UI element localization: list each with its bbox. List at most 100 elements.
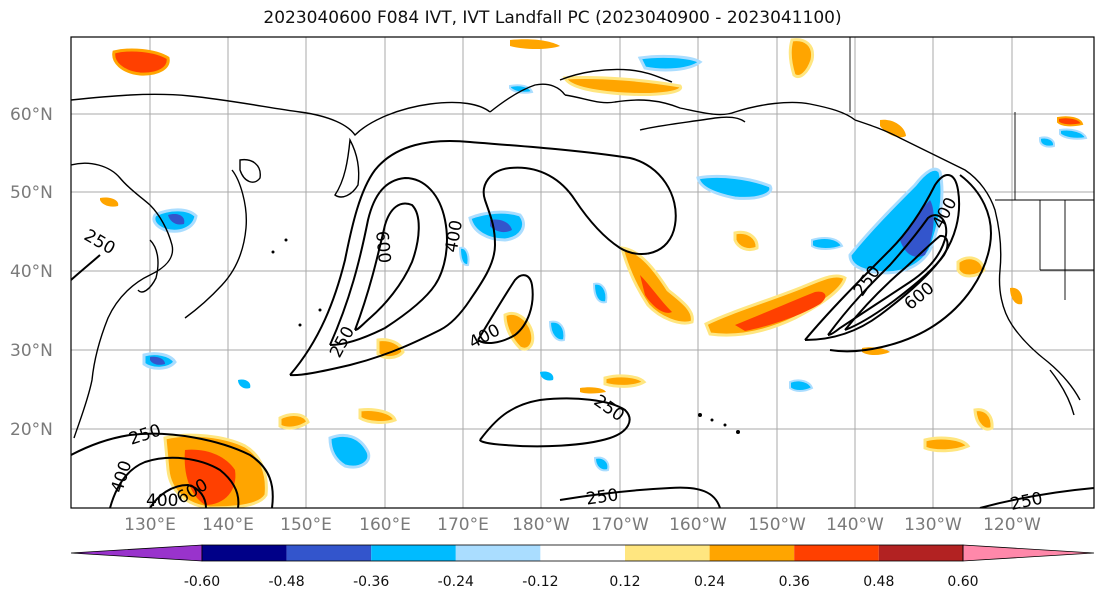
positive-anomaly — [880, 119, 906, 138]
lat-label: 60°N — [10, 105, 53, 125]
colorbar-segment — [455, 545, 541, 561]
contour-label: 250 — [585, 485, 620, 509]
coastline-alaska-peninsula — [639, 116, 746, 131]
ivt-contour — [71, 254, 101, 281]
latitude-labels: 60°N 50°N 40°N 30°N 20°N — [10, 105, 53, 440]
lon-label: 140°W — [826, 515, 884, 535]
positive-anomaly — [619, 246, 694, 325]
ivt-contour — [979, 487, 1094, 508]
coastline-alaska — [564, 94, 856, 121]
colorbar-extend-low — [70, 544, 203, 562]
colorbar-tick-label: 0.36 — [779, 574, 810, 590]
negative-anomaly — [1039, 136, 1056, 148]
ivt-contour — [477, 274, 534, 344]
colorbar-ticks: -0.60 -0.48 -0.36 -0.24 -0.12 0.12 0.24 … — [184, 574, 979, 590]
coastline-hokkaido — [239, 158, 261, 183]
positive-anomaly — [112, 48, 170, 76]
border-state-lines — [1014, 112, 1094, 300]
colorbar-tick-label: -0.24 — [438, 574, 474, 590]
positive-anomaly — [278, 413, 310, 430]
coastline-korea — [137, 239, 159, 293]
colorbar-segment — [371, 545, 456, 561]
negative-anomaly — [509, 84, 534, 94]
negative-anomaly — [592, 282, 608, 304]
colorbar-tick-label: -0.60 — [184, 574, 220, 590]
ivt-contour — [844, 234, 949, 331]
map-title: 2023040600 F084 IVT, IVT Landfall PC (20… — [263, 8, 842, 28]
positive-anomaly — [973, 408, 994, 431]
negative-anomaly — [593, 456, 610, 472]
colorbar-tick-label: 0.24 — [694, 574, 725, 590]
positive-anomaly — [1057, 116, 1084, 127]
coastline-japan — [184, 169, 248, 319]
positive-anomaly — [100, 197, 119, 207]
colorbar-tick-label: 0.12 — [609, 574, 640, 590]
negative-anomaly — [238, 379, 251, 389]
lat-label: 50°N — [10, 183, 53, 203]
positive-anomaly — [603, 374, 647, 388]
colorbar-segment — [878, 545, 964, 561]
negative-anomaly — [1059, 128, 1088, 140]
ivt-contour — [827, 214, 948, 336]
positive-anomaly — [580, 387, 606, 394]
colorbar-tick-label: -0.12 — [522, 574, 558, 590]
ivt-contour — [289, 139, 677, 377]
islands — [271, 238, 740, 434]
positive-anomaly — [376, 338, 405, 360]
ivt-contour — [354, 202, 420, 331]
negative-anomaly — [540, 371, 554, 381]
island — [698, 413, 702, 417]
coastline-baja — [1049, 369, 1075, 416]
lon-label: 170°W — [591, 515, 649, 535]
lon-label: 130°W — [904, 515, 962, 535]
island — [271, 250, 275, 254]
coastline-kamchatka — [334, 137, 360, 198]
coastline-asia — [71, 162, 174, 439]
colorbar-segment — [625, 545, 710, 561]
ivt-contour — [71, 432, 274, 508]
positive-anomaly — [788, 38, 815, 78]
longitude-labels: 130°E 140°E 150°E 160°E 170°E 180°W 170°… — [124, 515, 1041, 535]
island — [723, 423, 727, 427]
colorbar: -0.60 -0.48 -0.36 -0.24 -0.12 0.12 0.24 … — [70, 544, 1095, 590]
island — [736, 430, 740, 434]
pc-positive-anomalies — [100, 38, 1084, 508]
colorbar-tick-label: 0.48 — [863, 574, 894, 590]
negative-anomaly — [811, 237, 844, 250]
colorbar-segment — [286, 545, 372, 561]
lat-label: 40°N — [10, 262, 53, 282]
positive-anomaly — [1010, 287, 1023, 305]
positive-anomaly — [358, 408, 397, 424]
colorbar-segment — [202, 545, 287, 561]
colorbar-extend-high — [962, 544, 1095, 562]
lon-label: 160°E — [359, 515, 411, 535]
negative-anomaly — [490, 219, 512, 233]
positive-anomaly — [923, 436, 971, 453]
positive-anomaly — [562, 75, 683, 96]
ivt-contours — [71, 139, 1094, 508]
positive-anomaly — [510, 39, 560, 49]
map-frame — [70, 36, 1095, 509]
lon-label: 160°W — [669, 515, 727, 535]
positive-anomaly — [956, 256, 986, 278]
island — [710, 418, 714, 422]
negative-anomaly — [696, 174, 773, 200]
colorbar-segment — [540, 545, 625, 561]
negative-anomaly — [458, 246, 470, 267]
negative-anomaly — [637, 54, 703, 72]
colorbar-tick-label: -0.48 — [268, 574, 304, 590]
lon-label: 130°E — [124, 515, 176, 535]
colorbar-segment — [794, 545, 879, 561]
lon-label: 180°W — [512, 515, 570, 535]
coastlines — [71, 68, 1081, 439]
negative-anomaly — [168, 214, 185, 225]
ivt-contour — [109, 456, 240, 508]
ivt-contour — [559, 486, 721, 508]
colorbar-tick-label: 0.60 — [947, 574, 978, 590]
positive-anomaly — [735, 291, 826, 331]
ivt-contour — [804, 174, 961, 341]
positive-anomaly — [184, 449, 236, 505]
contour-label: 600 — [371, 230, 394, 264]
contour-label: 400 — [146, 491, 178, 511]
